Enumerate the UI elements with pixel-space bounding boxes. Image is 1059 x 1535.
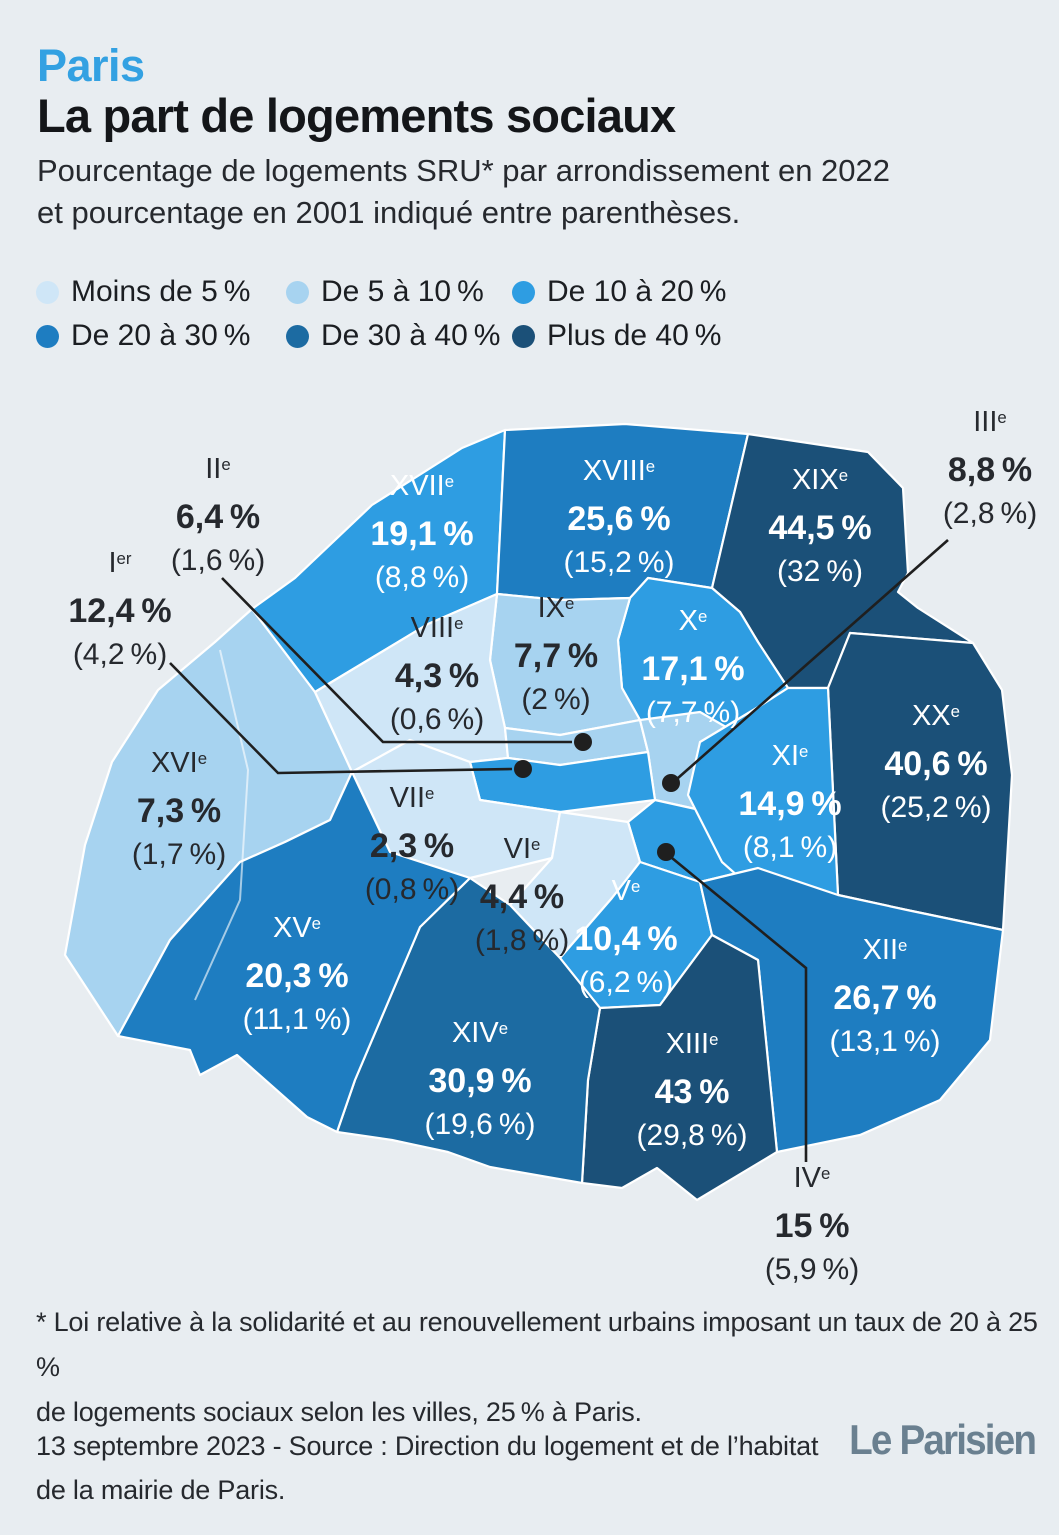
page-title: La part de logements sociaux — [37, 89, 676, 142]
subtitle: Pourcentage de logements SRU* par arrond… — [37, 150, 890, 234]
legend-item: De 20 à 30 % — [36, 319, 286, 353]
subtitle-line-1: Pourcentage de logements SRU* par arrond… — [37, 153, 891, 188]
legend-row-1: Moins de 5 % De 5 à 10 % De 10 à 20 % — [36, 270, 726, 314]
legend-item: De 10 à 20 % — [512, 275, 726, 309]
region-XX — [826, 631, 1014, 932]
subtitle-line-2: et pourcentage en 2001 indiqué entre par… — [37, 195, 741, 230]
callout-dot-IV — [657, 843, 675, 861]
legend-dot-icon — [286, 324, 309, 348]
legend-label: De 5 à 10 % — [321, 275, 484, 308]
legend-label: De 20 à 30 % — [71, 319, 251, 352]
legend-label: De 30 à 40 % — [321, 319, 501, 352]
callout-line-III — [677, 539, 949, 779]
region-IX — [488, 592, 642, 737]
legend-label: De 10 à 20 % — [547, 275, 727, 308]
kicker: Paris — [37, 40, 145, 91]
footnote-line-2: de logements sociaux selon les villes, 2… — [36, 1397, 642, 1427]
legend-item: De 30 à 40 % — [286, 319, 512, 353]
region-XVIII — [495, 422, 750, 602]
legend-dot-icon — [512, 324, 535, 348]
legend-dot-icon — [36, 324, 59, 348]
legend-item: Plus de 40 % — [512, 319, 721, 353]
legend-dot-icon — [286, 280, 309, 304]
legend-dot-icon — [512, 280, 535, 304]
legend-item: De 5 à 10 % — [286, 275, 512, 309]
region-XV — [116, 770, 472, 1134]
callout-dot-I — [514, 760, 532, 778]
legend-label: Plus de 40 % — [547, 319, 722, 352]
source-line-2: de la mairie de Paris. — [36, 1475, 286, 1505]
footnote-line-1: * Loi relative à la solidarité et au ren… — [36, 1307, 1043, 1382]
source: 13 septembre 2023 - Source : Direction d… — [36, 1424, 836, 1512]
callout-line-IV — [671, 856, 808, 1162]
callout-line-I — [169, 662, 513, 775]
legend-row-2: De 20 à 30 % De 30 à 40 % Plus de 40 % — [36, 314, 726, 358]
inner-boundary-line — [194, 649, 250, 1001]
source-line-1: 13 septembre 2023 - Source : Direction d… — [36, 1431, 819, 1461]
legend-dot-icon — [36, 280, 59, 304]
legend: Moins de 5 % De 5 à 10 % De 10 à 20 % De 20… — [36, 270, 726, 358]
legend-item: Moins de 5 % — [36, 275, 286, 309]
callout-dot-II — [574, 733, 592, 751]
le-parisien-logo: Le Parisien — [849, 1416, 1037, 1463]
callout-dot-III — [662, 774, 680, 792]
legend-label: Moins de 5 % — [71, 275, 251, 308]
footnote: * Loi relative à la solidarité et au ren… — [36, 1300, 1046, 1435]
callout-line-II — [221, 577, 572, 744]
